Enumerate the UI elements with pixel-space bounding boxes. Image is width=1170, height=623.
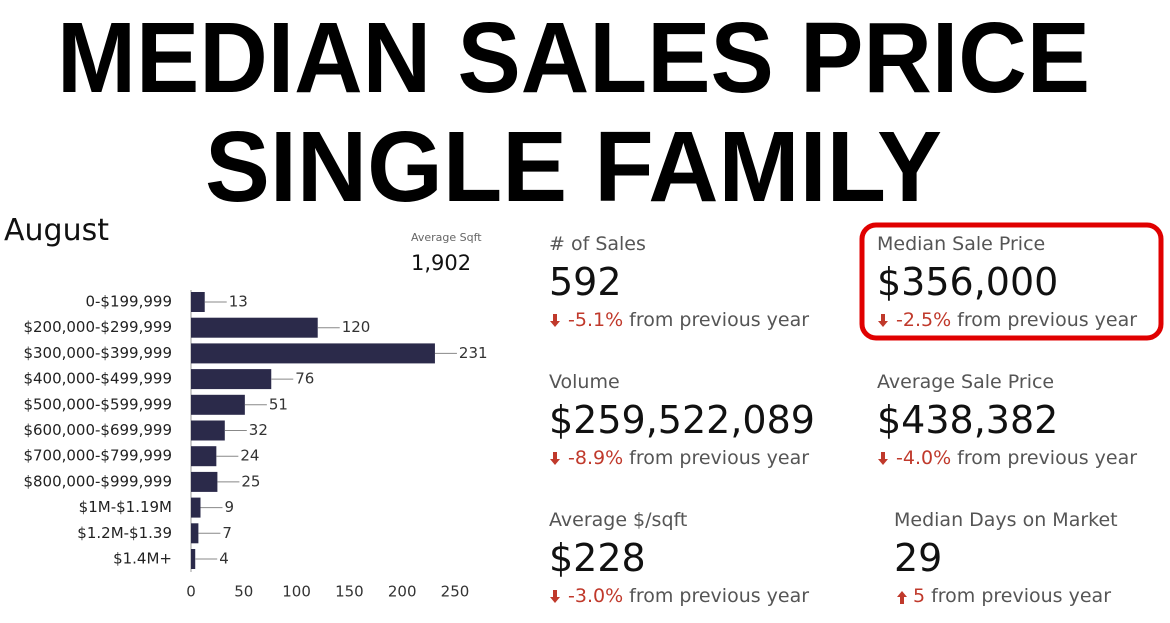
stat-card: Median Days on Market 29 5 from previous …	[894, 509, 1118, 607]
bar	[191, 292, 205, 312]
data-label: 4	[219, 550, 229, 568]
stat-card: Average $/sqft $228 -3.0% from previous y…	[549, 509, 809, 607]
stat-label: Average $/sqft	[549, 509, 687, 531]
bar	[191, 446, 217, 467]
stat-value: $438,382	[877, 398, 1058, 442]
sqft-label: Average Sqft	[411, 231, 482, 244]
period: August	[4, 213, 109, 248]
suffix: from previous year	[957, 309, 1137, 331]
y-tick-label: $200,000-$299,999	[23, 318, 172, 336]
bar-chart: 0 50 100 150 200 250 0-$199,999 13 $200,000-$299…	[23, 292, 488, 601]
x-tick-label: 200	[388, 583, 417, 601]
stat-card: # of Sales 592 -5.1% from previous year	[549, 233, 809, 331]
headline: SINGLE FAMILY	[205, 111, 942, 223]
y-tick-label: $1M-$1.19M	[79, 498, 172, 516]
bar	[191, 394, 245, 415]
y-tick-label: $500,000-$599,999	[23, 395, 172, 413]
suffix: from previous year	[629, 309, 809, 331]
bar	[191, 497, 201, 518]
change: 5	[913, 585, 925, 607]
suffix: from previous year	[957, 447, 1137, 469]
down-arrow	[878, 314, 888, 327]
stat-value: $259,522,089	[549, 398, 815, 442]
change: -4.0%	[896, 447, 951, 469]
change: -8.9%	[568, 447, 623, 469]
stat-card: Average Sale Price $438,382 -4.0% from pr…	[877, 371, 1137, 469]
y-tick-label: $1.2M-$1.39	[77, 524, 172, 542]
stat-label: Median Days on Market	[894, 509, 1118, 531]
bar	[191, 369, 272, 390]
stat-card: Volume $259,522,089 -8.9% from previous y…	[549, 371, 815, 469]
stat-change: -4.0% from previous year	[896, 447, 1137, 469]
suffix: from previous year	[931, 585, 1111, 607]
stat-change: -3.0% from previous year	[568, 585, 809, 607]
bar	[191, 471, 218, 492]
down-arrow	[550, 452, 560, 465]
headline: MEDIAN SALES PRICE	[57, 2, 1090, 114]
bar	[191, 420, 225, 441]
stat-card: Median Sale Price $356,000 -2.5% from pre…	[877, 233, 1137, 331]
stat-value: $228	[549, 536, 646, 580]
change: -2.5%	[896, 309, 951, 331]
change: -3.0%	[568, 585, 623, 607]
stat-label: Average Sale Price	[877, 371, 1054, 393]
y-tick-label: $300,000-$399,999	[23, 344, 172, 362]
data-label: 231	[459, 344, 488, 362]
highlight-box	[859, 222, 1164, 341]
data-label: 32	[249, 421, 268, 439]
y-tick-label: $700,000-$799,999	[23, 447, 172, 465]
x-tick-label: 150	[335, 583, 364, 601]
data-label: 7	[222, 524, 232, 542]
y-tick-label: $400,000-$499,999	[23, 370, 172, 388]
stat-change: -5.1% from previous year	[568, 309, 809, 331]
stat-change: 5 from previous year	[913, 585, 1111, 607]
stat-change: -8.9% from previous year	[568, 447, 809, 469]
bar	[191, 523, 199, 544]
sqft-value: 1,902	[411, 251, 471, 275]
data-label: 13	[229, 293, 248, 311]
stat-label: Median Sale Price	[877, 233, 1045, 255]
bar	[191, 317, 318, 338]
y-tick-label: $800,000-$999,999	[23, 472, 172, 490]
up-arrow	[897, 591, 907, 604]
stat-value: 592	[549, 260, 622, 304]
y-tick-label: $1.4M+	[113, 550, 172, 568]
x-tick-label: 100	[282, 583, 311, 601]
change: -5.1%	[568, 309, 623, 331]
data-label: 51	[269, 395, 288, 413]
stat-label: # of Sales	[549, 233, 646, 255]
y-tick-label: 0-$199,999	[85, 293, 172, 311]
data-label: 25	[241, 472, 260, 490]
x-tick-label: 50	[234, 583, 253, 601]
data-label: 120	[342, 318, 371, 336]
down-arrow	[878, 452, 888, 465]
suffix: from previous year	[629, 585, 809, 607]
x-tick-label: 0	[186, 583, 196, 601]
down-arrow	[550, 590, 560, 603]
bar	[191, 549, 196, 569]
x-tick-label: 250	[441, 583, 470, 601]
data-label: 76	[295, 370, 314, 388]
y-tick-label: $600,000-$699,999	[23, 421, 172, 439]
stat-change: -2.5% from previous year	[896, 309, 1137, 331]
down-arrow	[550, 314, 560, 327]
stat-value: 29	[894, 536, 942, 580]
data-label: 9	[225, 498, 235, 516]
stat-value: $356,000	[877, 260, 1058, 304]
data-label: 24	[240, 447, 259, 465]
suffix: from previous year	[629, 447, 809, 469]
bar	[191, 343, 435, 364]
stat-label: Volume	[549, 371, 620, 393]
